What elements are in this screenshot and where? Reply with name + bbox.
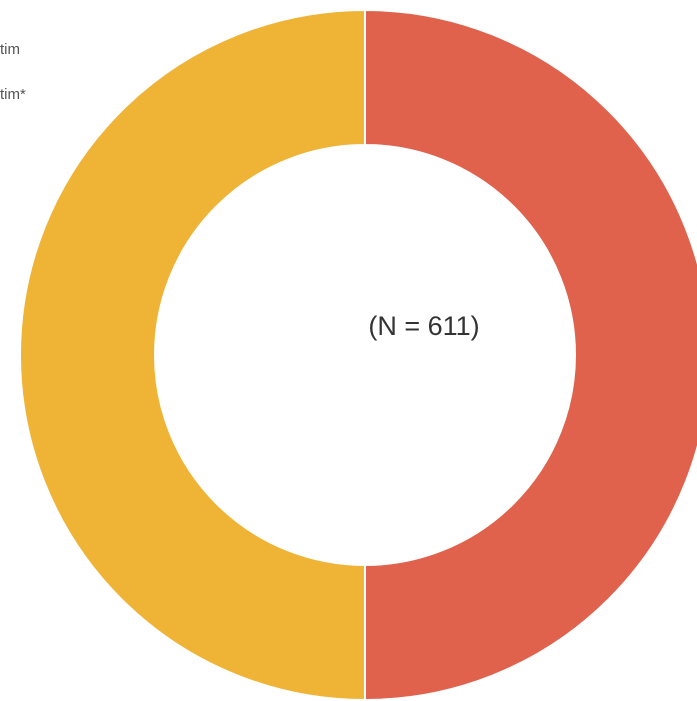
legend-label: tim*	[0, 86, 26, 103]
donut-slice	[19, 8, 366, 701]
donut-slice	[364, 8, 697, 701]
legend-label: tim	[0, 41, 20, 58]
center-label: (N = 611)	[368, 311, 479, 341]
